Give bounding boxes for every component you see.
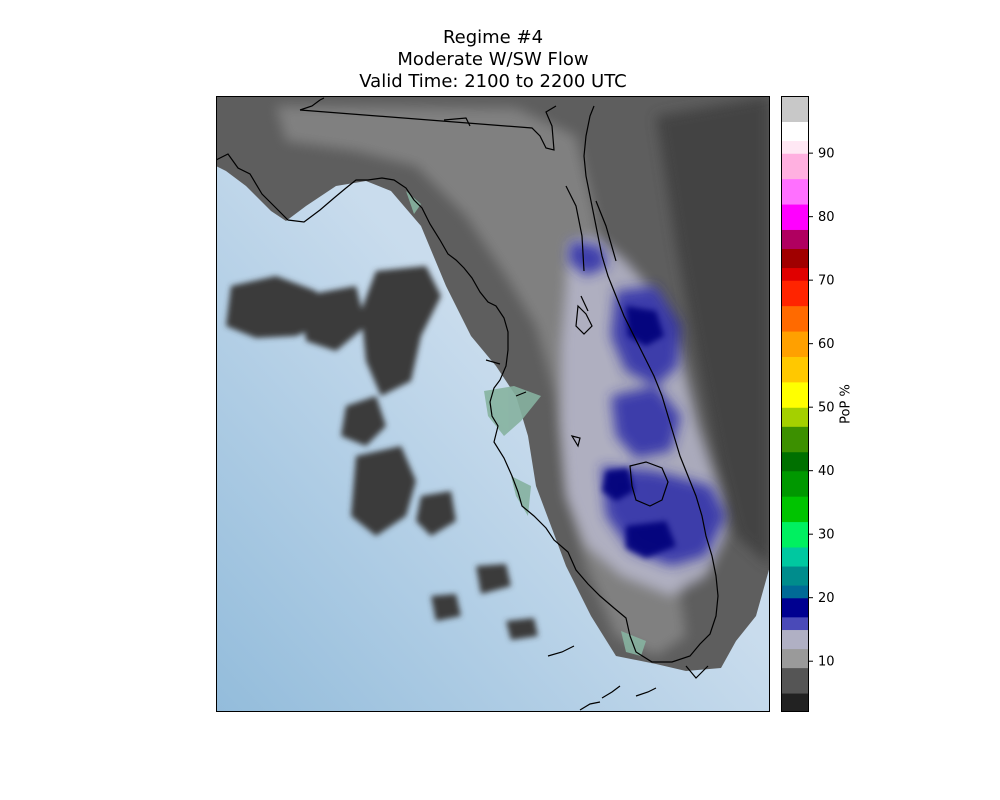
colorbar-tick-label: 70 bbox=[818, 274, 835, 289]
colorbar-segment bbox=[781, 140, 809, 154]
colorbar-label: PoP % bbox=[838, 384, 854, 424]
colorbar-border bbox=[781, 96, 809, 712]
colorbar-axis: 10 20 30 40 50 60 70 80 90 bbox=[809, 147, 835, 670]
colorbar-segment bbox=[781, 667, 809, 694]
colorbar-segment bbox=[781, 153, 809, 180]
colorbar-tick-label: 90 bbox=[818, 147, 835, 162]
colorbar-segment bbox=[781, 305, 809, 332]
colorbar-segment bbox=[781, 356, 809, 383]
shallow-water bbox=[406, 191, 646, 656]
colorbar-tick-label: 80 bbox=[818, 210, 835, 225]
colorbar-segment bbox=[781, 248, 809, 269]
colorbar-segment bbox=[781, 178, 809, 205]
colorbar-segment bbox=[781, 330, 809, 357]
colorbar-segment bbox=[781, 381, 809, 408]
colorbar-segment bbox=[781, 229, 809, 250]
colorbar-segment bbox=[781, 584, 809, 599]
colorbar-segment bbox=[781, 546, 809, 567]
colorbar-segment bbox=[781, 203, 809, 230]
colorbar-segment bbox=[781, 470, 809, 497]
colorbar-segment bbox=[781, 96, 809, 122]
colorbar-segment bbox=[781, 597, 809, 618]
colorbar-segment bbox=[781, 451, 809, 472]
colorbar-segment bbox=[781, 267, 809, 281]
figure-title-line-3: Valid Time: 2100 to 2200 UTC bbox=[359, 71, 627, 92]
colorbar-tick-label: 20 bbox=[818, 591, 835, 606]
colorbar-segment bbox=[781, 521, 809, 548]
colorbar bbox=[781, 96, 809, 713]
map-frame-border bbox=[216, 96, 770, 712]
colorbar-segment bbox=[781, 629, 809, 650]
pop-field-gray-dark-east bbox=[656, 96, 770, 566]
figure-title-line-1: Regime #4 bbox=[442, 27, 544, 48]
colorbar-segment bbox=[781, 565, 809, 586]
colorbar-tick-label: 60 bbox=[818, 337, 835, 352]
colorbar-segment bbox=[781, 426, 809, 453]
figure-title-line-2: Moderate W/SW Flow bbox=[397, 49, 589, 70]
coastline-and-borders bbox=[216, 97, 719, 711]
pop-map bbox=[216, 96, 770, 712]
colorbar-segment bbox=[781, 407, 809, 427]
pop-field-navy-max bbox=[602, 306, 676, 558]
colorbar-segment bbox=[781, 280, 809, 307]
colorbar-segment bbox=[781, 692, 809, 713]
colorbar-tick-label: 10 bbox=[818, 655, 835, 670]
colorbar-gradient bbox=[781, 96, 809, 713]
gulf-pop-cells bbox=[226, 266, 538, 640]
colorbar-tick-label: 50 bbox=[818, 401, 835, 416]
colorbar-segment bbox=[781, 496, 809, 523]
colorbar-segment bbox=[781, 616, 809, 631]
colorbar-tick-label: 40 bbox=[818, 464, 835, 479]
colorbar-segment bbox=[781, 121, 809, 142]
colorbar-tick-label: 30 bbox=[818, 528, 835, 543]
colorbar-segment bbox=[781, 648, 809, 669]
